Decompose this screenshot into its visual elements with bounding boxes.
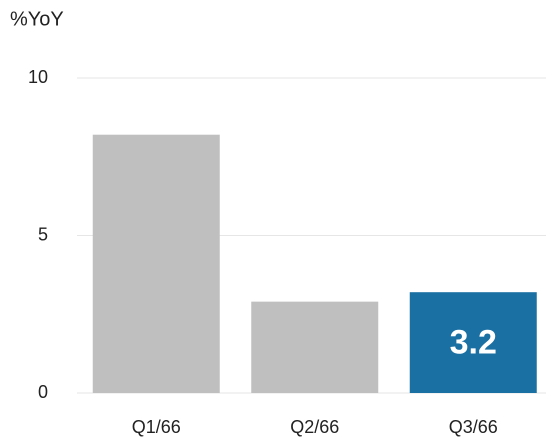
y-tick-label: 0: [38, 382, 48, 402]
y-axis-label: %YoY: [10, 8, 64, 30]
x-tick-label: Q2/66: [290, 417, 339, 437]
bar: [409, 292, 537, 393]
x-tick-label: Q1/66: [132, 417, 181, 437]
y-tick-label: 5: [38, 224, 48, 244]
bar: [251, 301, 379, 393]
bar: [92, 134, 220, 393]
value-label: 3.2: [450, 324, 497, 362]
x-tick-label: Q3/66: [449, 417, 498, 437]
y-tick-label: 10: [28, 67, 48, 87]
